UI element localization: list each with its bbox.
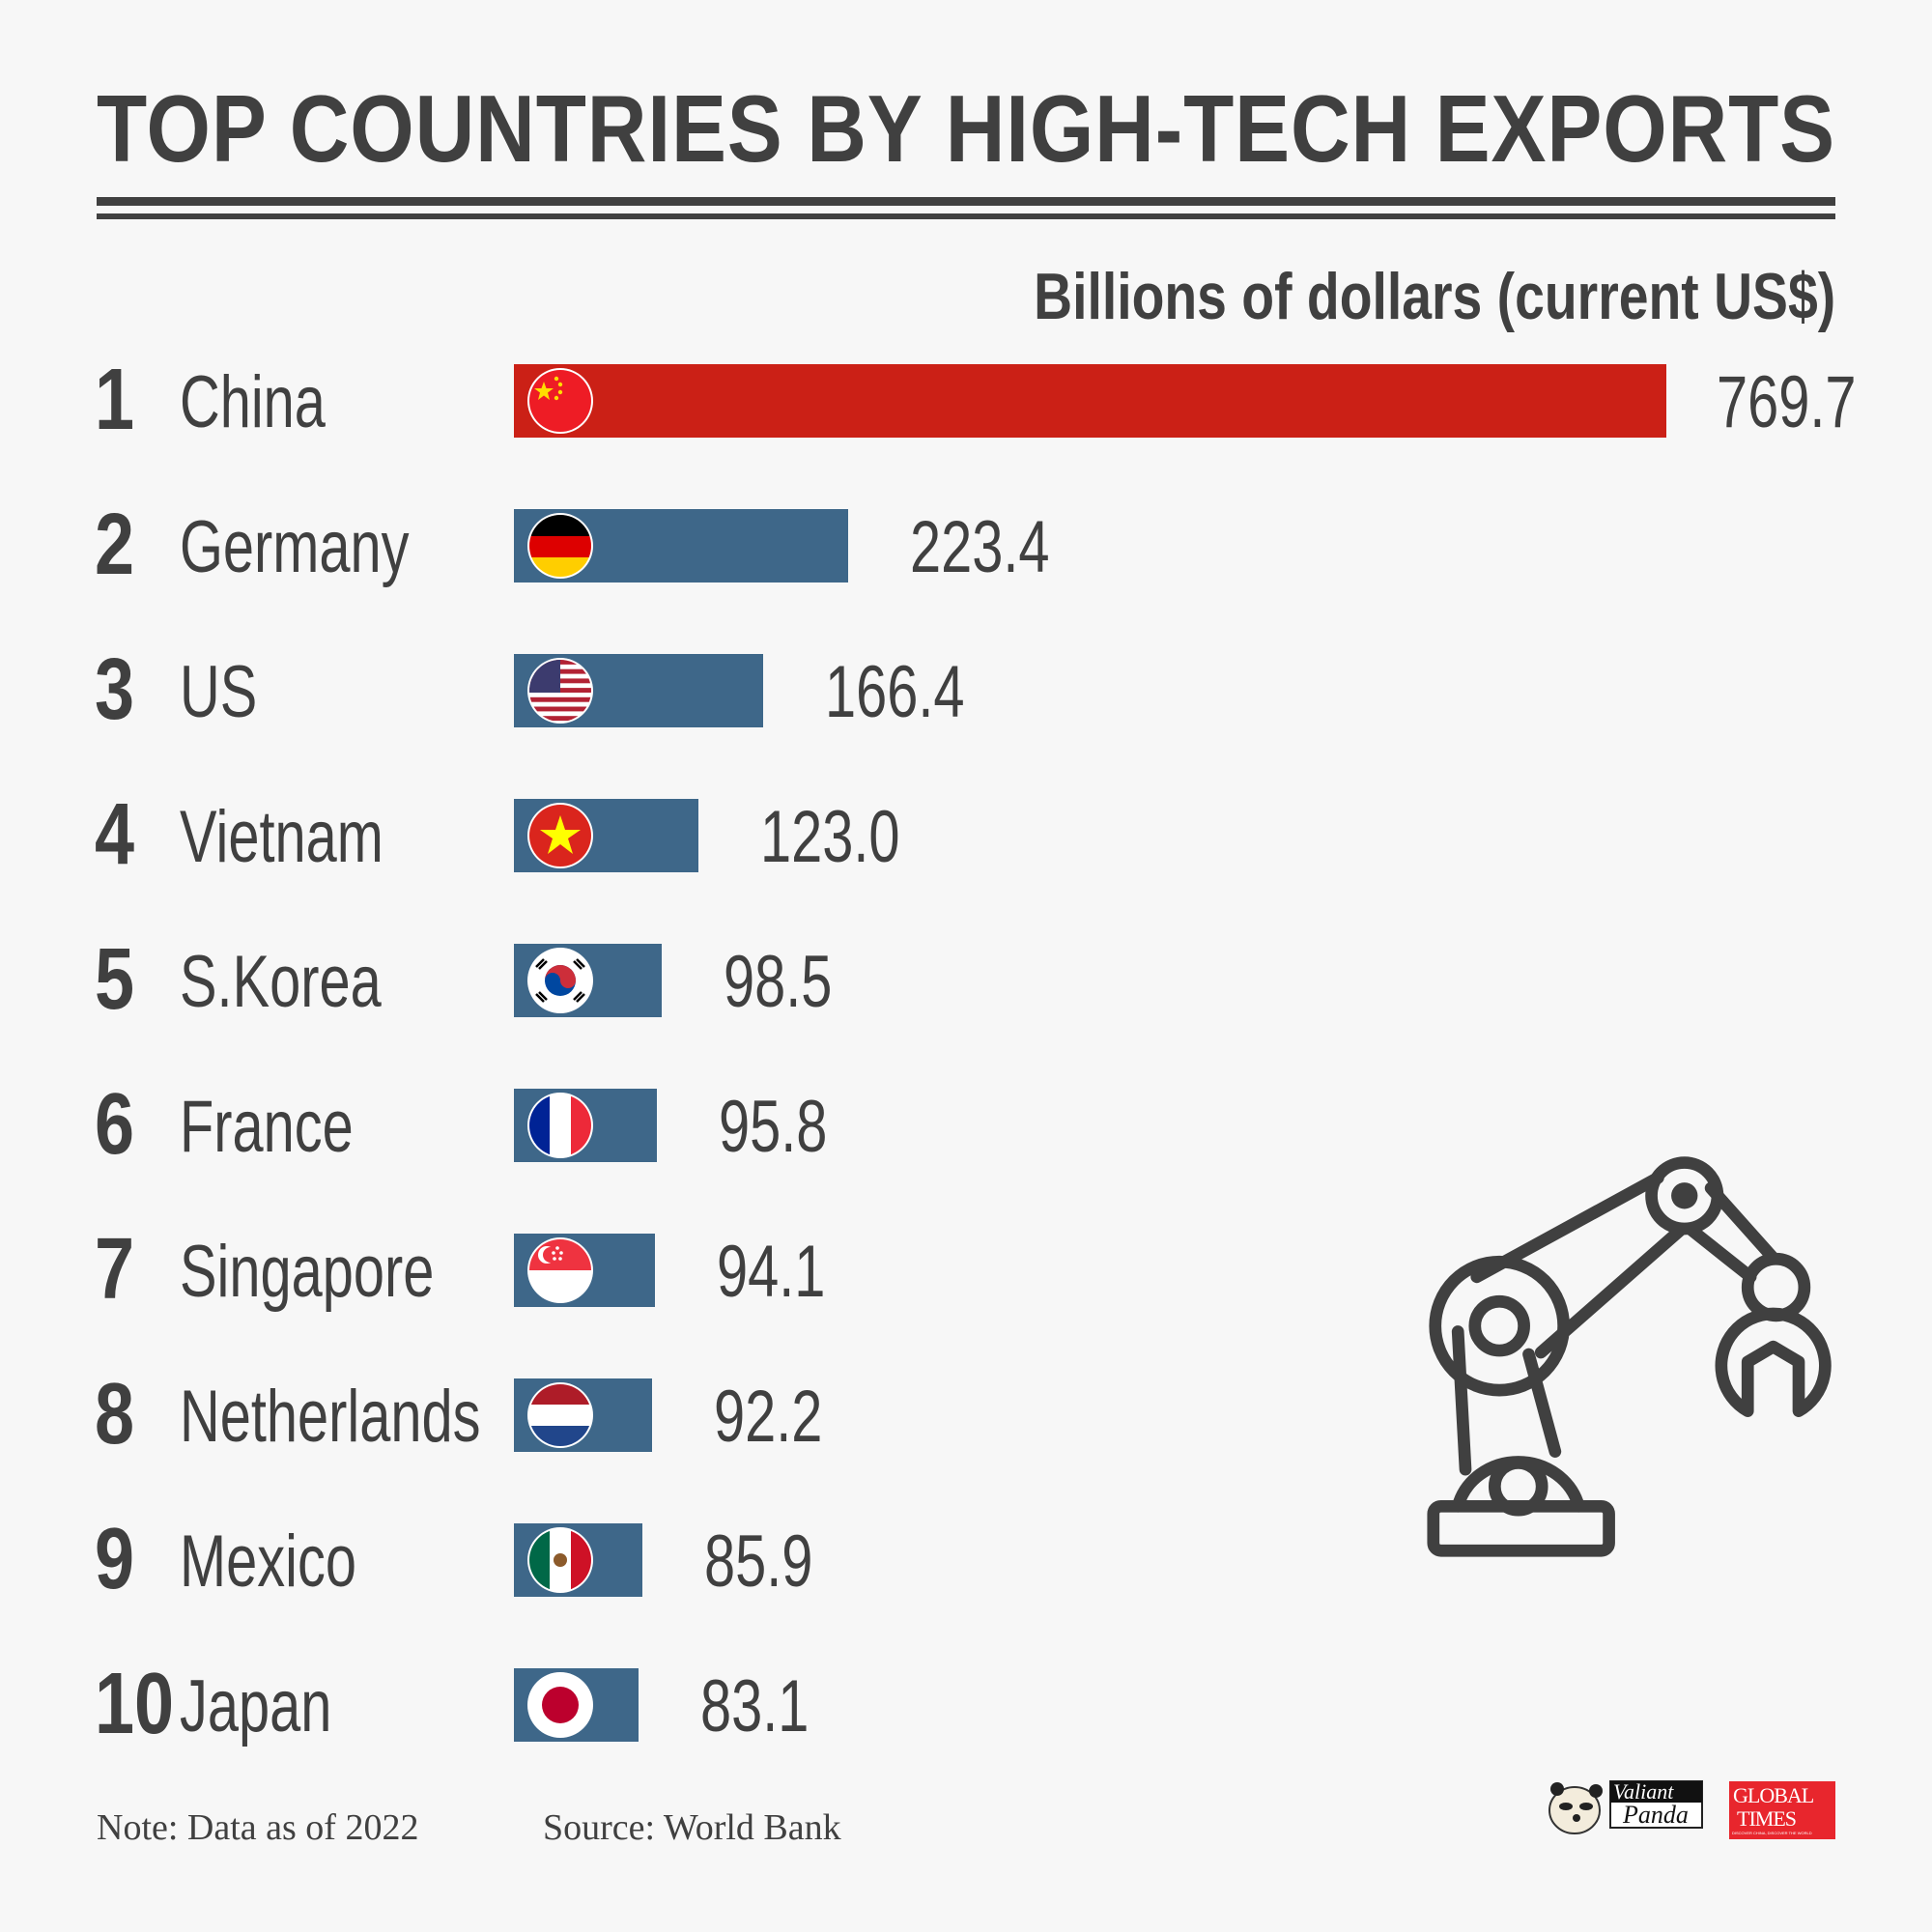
bar bbox=[514, 1378, 652, 1452]
rank-label: 2 bbox=[95, 497, 135, 593]
bar bbox=[514, 1089, 657, 1162]
value-label: 85.9 bbox=[704, 1520, 813, 1603]
category-label: Singapore bbox=[180, 1231, 435, 1313]
category-label: Netherlands bbox=[180, 1376, 481, 1458]
rank-label: 3 bbox=[95, 641, 135, 738]
bar-row: 8 Netherlands 92.2 bbox=[0, 1371, 1932, 1458]
netherlands-flag-icon bbox=[527, 1382, 593, 1448]
bar bbox=[514, 1234, 655, 1307]
value-label: 94.1 bbox=[717, 1231, 826, 1313]
rank-label: 6 bbox=[95, 1076, 135, 1173]
category-label: France bbox=[180, 1086, 354, 1168]
value-label: 92.2 bbox=[714, 1376, 823, 1458]
global-text: GLOBAL bbox=[1733, 1783, 1814, 1807]
value-label: 123.0 bbox=[760, 796, 900, 878]
value-label: 95.8 bbox=[719, 1086, 828, 1168]
bar-row: 7 Singapore 94.1 bbox=[0, 1226, 1932, 1313]
category-label: Mexico bbox=[180, 1520, 356, 1603]
value-label: 769.7 bbox=[1717, 361, 1857, 443]
rank-label: 4 bbox=[95, 786, 135, 883]
bar bbox=[514, 364, 1666, 438]
china-flag-icon bbox=[527, 368, 593, 434]
bar bbox=[514, 509, 848, 582]
category-label: Vietnam bbox=[180, 796, 384, 878]
valiant-panda-logo bbox=[1548, 1780, 1703, 1834]
france-flag-icon bbox=[527, 1093, 593, 1158]
bar-row: 2 Germany 223.4 bbox=[0, 501, 1932, 588]
unit-label-container: Billions of dollars (current US$) bbox=[850, 263, 1835, 330]
logos: Valiant Panda GLOBAL TIMES DISCOVER CHIN… bbox=[1546, 1772, 1835, 1839]
rank-label: 9 bbox=[95, 1511, 135, 1607]
panda-text: Panda bbox=[1623, 1801, 1689, 1829]
singapore-flag-icon bbox=[527, 1237, 593, 1303]
category-label: China bbox=[180, 361, 326, 443]
rank-label: 1 bbox=[95, 352, 135, 448]
vietnam-flag-icon bbox=[527, 803, 593, 868]
chart-title: TOP COUNTRIES BY HIGH-TECH EXPORTS bbox=[97, 75, 1835, 182]
japan-flag-icon bbox=[527, 1672, 593, 1738]
bar-row: 6 France 95.8 bbox=[0, 1081, 1932, 1168]
bar bbox=[514, 799, 698, 872]
bar-row: 1 China 769.7 bbox=[0, 356, 1932, 443]
source-note: Source: World Bank bbox=[543, 1807, 841, 1848]
rank-label: 5 bbox=[95, 931, 135, 1028]
bar bbox=[514, 944, 662, 1017]
bar-row: 10 Japan 83.1 bbox=[0, 1661, 1932, 1747]
global-times-logo: GLOBAL TIMES DISCOVER CHINA, DISCOVER TH… bbox=[1729, 1781, 1835, 1839]
bar-row: 9 Mexico 85.9 bbox=[0, 1516, 1932, 1603]
bar-row: 5 S.Korea 98.5 bbox=[0, 936, 1932, 1023]
category-label: US bbox=[180, 651, 258, 733]
bar bbox=[514, 1668, 639, 1742]
title-rule-thin bbox=[97, 213, 1835, 219]
global-times-tagline: DISCOVER CHINA, DISCOVER THE WORLD bbox=[1732, 1831, 1812, 1835]
category-label: Germany bbox=[180, 506, 410, 588]
category-label: Japan bbox=[180, 1665, 332, 1747]
value-label: 98.5 bbox=[724, 941, 833, 1023]
rank-label: 10 bbox=[95, 1656, 175, 1752]
bar-row: 3 US 166.4 bbox=[0, 646, 1932, 733]
rank-label: 7 bbox=[95, 1221, 135, 1318]
bar bbox=[514, 1523, 642, 1597]
category-label: S.Korea bbox=[180, 941, 382, 1023]
bar bbox=[514, 654, 763, 727]
rank-label: 8 bbox=[95, 1366, 135, 1463]
robot-arm-icon bbox=[1427, 1156, 1832, 1557]
value-label: 166.4 bbox=[825, 651, 965, 733]
value-label: 83.1 bbox=[700, 1665, 810, 1747]
unit-label: Billions of dollars (current US$) bbox=[1034, 260, 1835, 333]
title-rule-thick bbox=[97, 197, 1835, 206]
chart-title-container: TOP COUNTRIES BY HIGH-TECH EXPORTS bbox=[97, 81, 1932, 176]
footnote: Note: Data as of 2022 bbox=[97, 1807, 419, 1848]
value-label: 223.4 bbox=[910, 506, 1050, 588]
south-korea-flag-icon bbox=[527, 948, 593, 1013]
mexico-flag-icon bbox=[527, 1527, 593, 1593]
bar-row: 4 Vietnam 123.0 bbox=[0, 791, 1932, 878]
times-text: TIMES bbox=[1737, 1806, 1797, 1831]
germany-flag-icon bbox=[527, 513, 593, 579]
us-flag-icon bbox=[527, 658, 593, 724]
valiant-text: Valiant bbox=[1613, 1779, 1674, 1804]
